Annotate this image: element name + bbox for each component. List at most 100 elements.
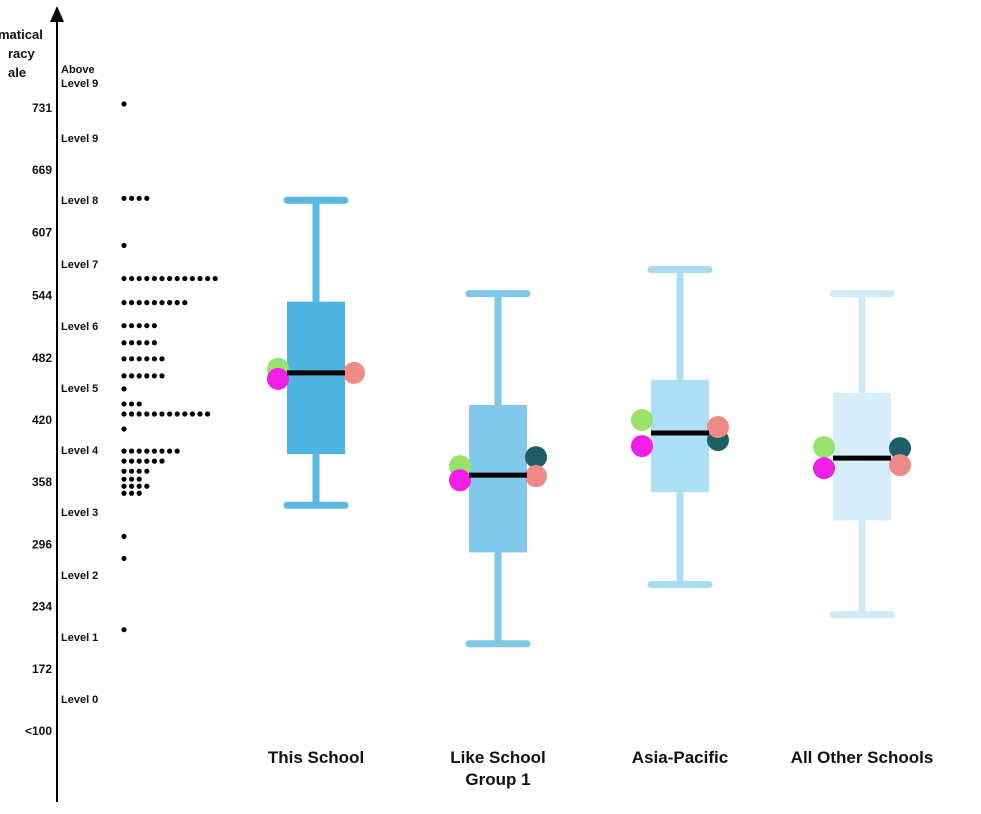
student-dot (136, 356, 142, 362)
student-dot (136, 340, 142, 346)
student-dot (121, 386, 127, 392)
student-dot (167, 411, 173, 417)
student-dot (151, 275, 157, 282)
student-dot (121, 300, 127, 306)
level-label: Level 9 (61, 133, 99, 146)
level-label: Above Level 9 (61, 64, 99, 90)
y-tick-label: 234 (32, 600, 52, 614)
axis-title: ale (8, 65, 27, 80)
axis-title: matical (0, 27, 43, 42)
student-dot (159, 373, 165, 379)
student-dot (121, 490, 127, 496)
marker-dot (343, 361, 365, 384)
student-dot (129, 448, 135, 454)
category-label: Like School Group 1 (450, 748, 546, 789)
student-dot (129, 373, 135, 379)
student-dot (129, 476, 135, 482)
student-dot (167, 300, 173, 306)
student-dot (129, 275, 135, 282)
level-label: Level 1 (61, 631, 99, 644)
student-dot (151, 448, 157, 454)
student-dot (121, 426, 127, 432)
category-label: This School (267, 748, 365, 767)
student-dot (136, 483, 142, 489)
y-tick-label: 172 (32, 662, 52, 676)
y-tick-label: 296 (32, 537, 52, 551)
student-dot (121, 242, 127, 249)
student-dot (129, 195, 135, 201)
student-dot (151, 373, 157, 379)
marker-dot (267, 367, 289, 390)
category-label: All Other Schools (790, 748, 934, 767)
student-dot (151, 356, 157, 362)
student-dot (144, 356, 150, 362)
student-dot (121, 555, 127, 562)
y-tick-label: 669 (32, 163, 52, 177)
student-dot (129, 300, 135, 306)
student-dot (159, 356, 165, 362)
y-tick-label: 607 (32, 225, 52, 239)
marker-dot (631, 409, 653, 432)
student-dot (121, 275, 127, 282)
level-label: Level 8 (61, 195, 99, 208)
student-dot (151, 458, 157, 464)
student-dot (129, 483, 135, 489)
student-dot (159, 300, 165, 306)
box (651, 379, 709, 493)
student-dot (121, 101, 127, 107)
student-dot (144, 458, 150, 464)
student-dot (189, 275, 195, 282)
student-dot (151, 340, 157, 346)
student-dot (174, 448, 180, 454)
student-dot (121, 401, 127, 407)
level-label: Level 0 (61, 694, 99, 706)
marker-dot (889, 454, 911, 477)
student-dot (144, 340, 150, 346)
level-label: Level 3 (61, 507, 99, 520)
student-dot (182, 300, 188, 306)
level-label: Level 4 (61, 445, 99, 458)
student-dot (129, 340, 135, 346)
student-dot (136, 448, 142, 454)
marker-dot (449, 469, 471, 492)
student-dot (129, 356, 135, 362)
student-dot (136, 411, 142, 417)
student-dot (136, 490, 142, 496)
student-dot (136, 458, 142, 464)
student-dot (121, 458, 127, 464)
student-dot (144, 275, 150, 282)
marker-dot (525, 465, 547, 488)
marker-dot (631, 435, 653, 458)
student-dot (129, 401, 135, 407)
student-dot (121, 356, 127, 362)
marker-dot (813, 436, 835, 459)
student-dot (121, 195, 127, 201)
student-dot (159, 275, 165, 282)
student-dot (136, 300, 142, 306)
axis-arrow (50, 6, 64, 22)
student-dot (121, 533, 127, 539)
student-dot (151, 323, 157, 329)
student-dot (129, 411, 135, 417)
student-dot (121, 340, 127, 346)
student-dot (167, 275, 173, 282)
student-dot (121, 373, 127, 379)
student-dot (159, 448, 165, 454)
student-dot (121, 476, 127, 482)
y-tick-label: 544 (32, 289, 52, 303)
student-dot (159, 458, 165, 464)
student-dot (174, 300, 180, 306)
student-dot (167, 448, 173, 454)
level-label: Level 7 (61, 258, 99, 271)
box (287, 301, 345, 455)
y-tick-label: 420 (32, 413, 52, 427)
student-dot (174, 411, 180, 417)
student-dot (212, 275, 218, 282)
student-dot (121, 468, 127, 474)
student-dot (129, 468, 135, 474)
student-dot (136, 323, 142, 329)
marker-dot (889, 437, 911, 460)
student-dot (121, 411, 127, 417)
